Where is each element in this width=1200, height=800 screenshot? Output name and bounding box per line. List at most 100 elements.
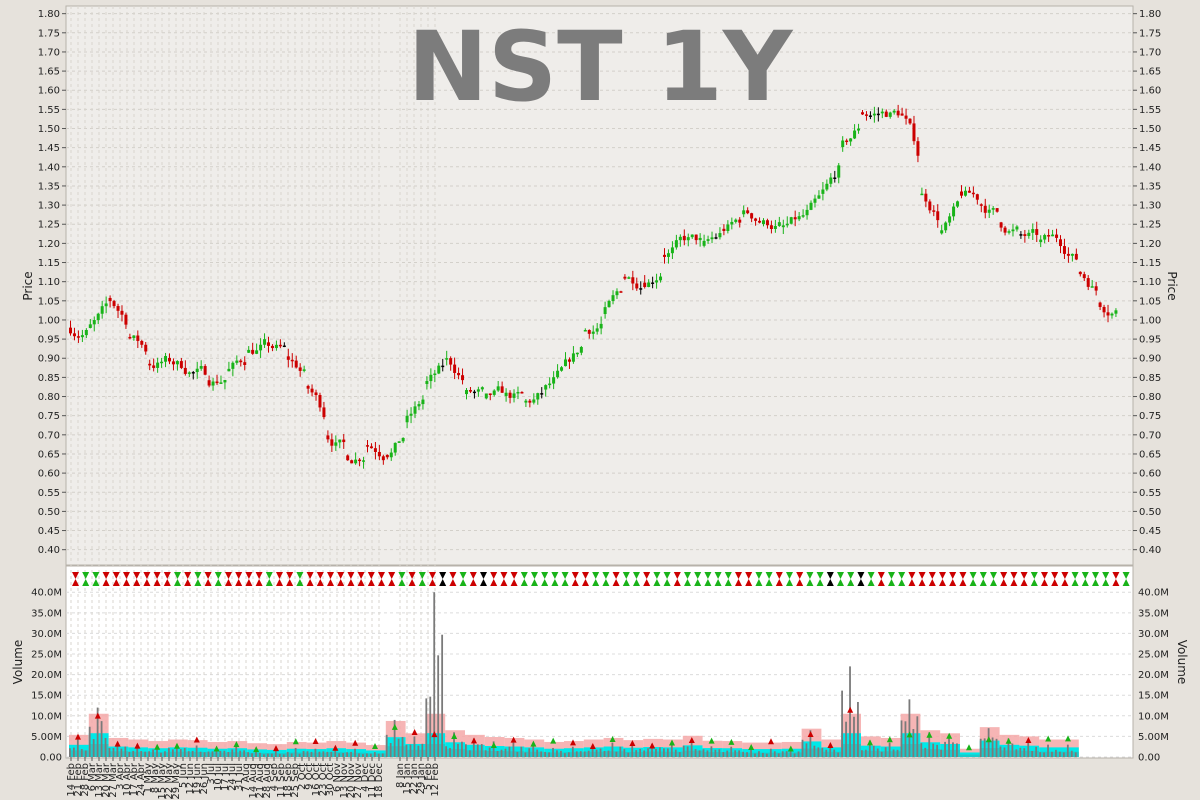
x-tick-label: 22 Jan	[409, 763, 420, 794]
x-tick-label: 2 Oct	[297, 763, 308, 790]
signal-marker	[775, 572, 783, 579]
signal-marker	[592, 572, 600, 579]
signal-marker	[163, 579, 171, 586]
candle-body	[904, 115, 908, 119]
volume-band-mid	[187, 751, 208, 757]
price-tick-label-right: 1.55	[1139, 105, 1161, 116]
volume-band-mid	[583, 751, 604, 757]
signal-marker	[551, 572, 559, 579]
price-tick-label-left: 1.55	[38, 105, 60, 116]
candle-body	[334, 442, 338, 446]
candle-body	[461, 375, 465, 381]
volume-bar	[635, 750, 638, 757]
candle-body	[1102, 306, 1106, 313]
candle-body	[302, 369, 306, 371]
candle-body	[880, 111, 884, 114]
candle-body	[409, 413, 413, 416]
volume-tick-label-right: 35.0M	[1138, 608, 1169, 619]
candle-body	[813, 198, 817, 203]
volume-band-mid	[623, 751, 644, 757]
candle-body	[76, 336, 80, 338]
candle-body	[373, 448, 377, 452]
signal-arrow	[728, 738, 735, 745]
candle-body	[999, 222, 1003, 228]
volume-bar	[587, 750, 590, 757]
candle-body	[330, 439, 334, 446]
x-tick-label: 20 Mar	[101, 762, 112, 798]
signal-marker	[1081, 572, 1089, 579]
volume-bar	[528, 748, 531, 757]
volume-bar	[952, 742, 954, 757]
volume-bar	[995, 738, 998, 757]
signal-marker	[408, 579, 416, 586]
candle-body	[405, 415, 409, 423]
volume-tick-label-left: 15.0M	[31, 691, 62, 702]
signal-marker	[877, 572, 885, 579]
candle-body	[310, 388, 314, 393]
candle-body	[362, 460, 366, 462]
candle-body	[512, 393, 516, 398]
x-tick-label: 10 Jul	[213, 763, 224, 791]
signal-marker	[837, 579, 844, 586]
candle-body	[278, 344, 282, 347]
candle-body	[377, 451, 381, 457]
signal-marker	[92, 572, 100, 579]
candle-body	[1074, 253, 1078, 260]
volume-band-mid	[207, 752, 228, 757]
signal-marker	[673, 572, 681, 579]
volume-bar	[560, 750, 562, 757]
signal-arrow	[292, 738, 299, 745]
volume-band-mid	[306, 752, 327, 757]
price-tick-label-right: 1.25	[1139, 220, 1161, 231]
signal-marker	[296, 579, 304, 586]
signal-marker	[378, 579, 385, 586]
volume-bar	[504, 748, 507, 757]
x-tick-label: 18 Dec	[374, 763, 385, 798]
price-tick-label-right: 1.20	[1139, 239, 1161, 250]
candle-body	[936, 211, 940, 221]
signal-marker	[153, 579, 161, 586]
candle-body	[758, 220, 762, 223]
price-tick-label-right: 1.15	[1139, 258, 1161, 269]
signal-marker	[847, 572, 855, 579]
candle-body	[1086, 278, 1090, 287]
volume-bar	[734, 750, 737, 757]
price-tick-label-right: 0.80	[1139, 392, 1161, 403]
x-tick-label: 18 Sep	[283, 763, 294, 798]
x-tick-label: 4 Dec	[360, 763, 371, 792]
volume-bar	[754, 753, 756, 757]
price-tick-label-left: 0.80	[38, 392, 60, 403]
x-tick-label: 19 Jun	[192, 763, 203, 795]
signal-marker	[745, 572, 753, 579]
volume-band-mid	[385, 746, 406, 757]
candle-body	[421, 399, 425, 405]
signal-marker	[184, 572, 192, 579]
price-tick-label-right: 1.50	[1139, 124, 1161, 135]
volume-bar	[235, 746, 238, 757]
x-tick-label: 8 May	[150, 763, 161, 793]
price-tick-label-left: 0.50	[38, 507, 60, 518]
volume-bar	[342, 753, 345, 757]
volume-band-mid	[405, 749, 426, 757]
volume-bar	[318, 751, 321, 757]
signal-marker	[102, 572, 110, 579]
signal-arrow	[213, 745, 220, 752]
candle-body	[520, 391, 524, 394]
candle-body	[532, 399, 536, 403]
candle-body	[128, 336, 132, 339]
candle-body	[825, 183, 829, 190]
signal-arrow	[589, 743, 596, 750]
candle-body	[120, 310, 124, 315]
candle-body	[231, 362, 235, 369]
x-tick-label: 21 Feb	[73, 763, 84, 797]
x-tick-label: 6 Nov	[332, 763, 343, 792]
x-tick-label: 7 Aug	[241, 763, 252, 792]
signal-marker	[92, 579, 100, 586]
signal-marker	[1000, 572, 1008, 579]
candle-body	[872, 113, 876, 116]
volume-bar	[290, 753, 293, 757]
candle-body	[1090, 286, 1094, 288]
volume-band-mid	[326, 752, 347, 757]
candle-body	[227, 368, 231, 372]
volume-bar	[144, 751, 147, 757]
